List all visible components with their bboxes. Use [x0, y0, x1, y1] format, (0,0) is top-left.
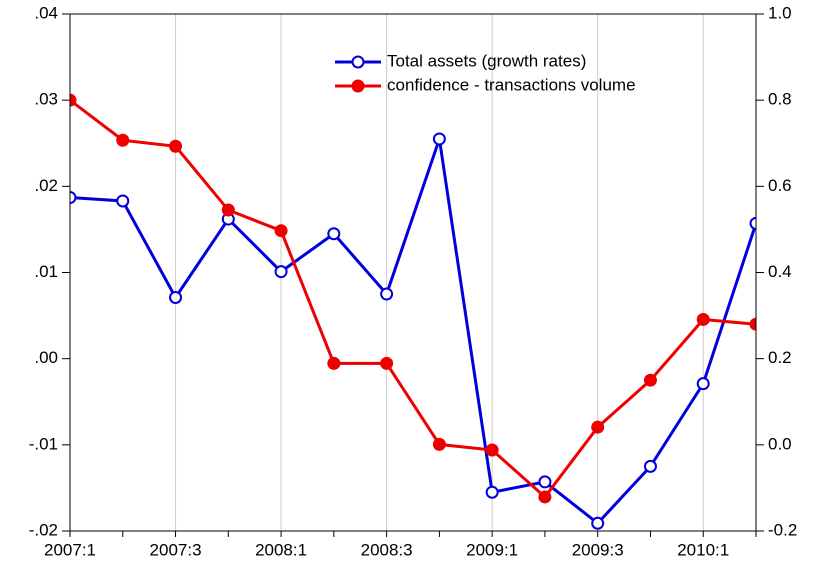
point — [327, 227, 341, 241]
point — [485, 443, 499, 457]
point — [538, 475, 552, 489]
y-tick-label: .01 — [34, 262, 58, 281]
series-line — [70, 98, 756, 500]
point — [432, 132, 446, 146]
x-tick-label: 2009:3 — [572, 540, 624, 559]
axes: -.02 -.01 .00 .01 .02 .03 .04 -0.2 0.0 0.2 0.4 0.6 0… — [29, 3, 798, 559]
point — [591, 516, 605, 530]
x-tick-label: 2009:1 — [466, 540, 518, 559]
y-tick-label: .03 — [34, 90, 58, 109]
plot-area — [70, 93, 756, 530]
x-tick-label: 2007:3 — [150, 540, 202, 559]
x-tick-label: 2010:1 — [677, 540, 729, 559]
point — [591, 420, 605, 434]
y-tick-label: .02 — [34, 176, 58, 195]
point — [274, 224, 288, 238]
x-tick-label: 2008:1 — [255, 540, 307, 559]
point — [221, 203, 235, 217]
x-tick-label: 2007:1 — [44, 540, 96, 559]
y-tick-label: .04 — [34, 3, 58, 22]
point — [116, 133, 130, 147]
point — [643, 459, 657, 473]
legend-label: Total assets (growth rates) — [387, 51, 586, 70]
point — [274, 265, 288, 279]
point — [696, 377, 710, 391]
y2-tick-label: -0.2 — [768, 520, 797, 539]
y2-tick-label: 0.0 — [768, 434, 792, 453]
y2-tick-label: 1.0 — [768, 3, 792, 22]
legend-marker — [351, 55, 365, 69]
y-tick-label: -.02 — [29, 520, 58, 539]
point — [70, 93, 77, 107]
legend-label: confidence - transactions volume — [387, 75, 636, 94]
point — [169, 139, 183, 153]
point — [169, 290, 183, 304]
point — [432, 437, 446, 451]
point — [643, 373, 657, 387]
y-tick-label: -.01 — [29, 434, 58, 453]
legend-marker — [351, 79, 365, 93]
point — [380, 356, 394, 370]
y2-tick-label: 0.8 — [768, 90, 792, 109]
series-line — [70, 138, 756, 526]
point — [380, 287, 394, 301]
point — [485, 485, 499, 499]
point — [749, 216, 756, 230]
point — [696, 312, 710, 326]
point — [327, 356, 341, 370]
point — [749, 317, 756, 331]
point — [116, 194, 130, 208]
x-tick-label: 2008:3 — [361, 540, 413, 559]
point — [538, 490, 552, 504]
y2-tick-label: 0.4 — [768, 262, 792, 281]
y2-tick-label: 0.6 — [768, 176, 792, 195]
y2-tick-label: 0.2 — [768, 348, 792, 367]
point — [70, 191, 77, 205]
y-tick-label: .00 — [34, 348, 58, 367]
